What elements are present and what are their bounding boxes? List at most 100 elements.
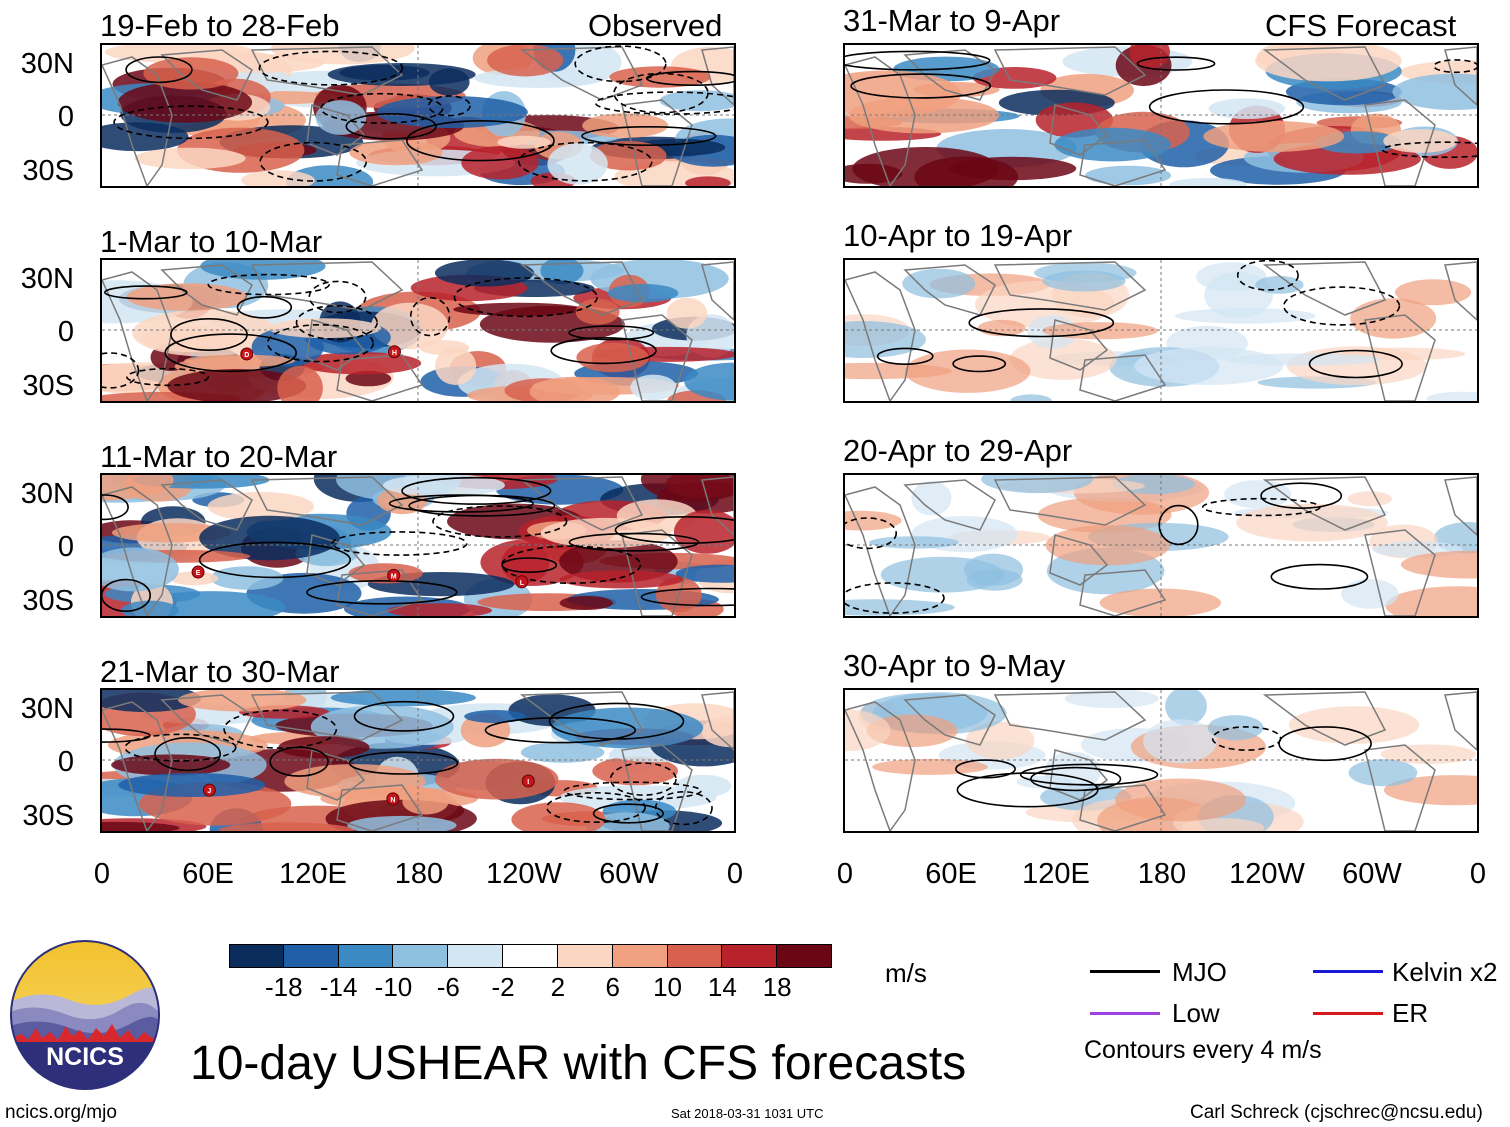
shear-anomaly-patch bbox=[117, 81, 253, 123]
mjo-contour bbox=[548, 702, 685, 740]
colorbar-swatch bbox=[338, 944, 394, 968]
shear-anomaly-patch bbox=[210, 566, 284, 590]
colorbar-swatch bbox=[722, 944, 778, 968]
mjo-contour bbox=[102, 494, 129, 521]
shear-anomaly-patch bbox=[684, 362, 734, 401]
coastline bbox=[336, 784, 424, 831]
mjo-contour bbox=[1278, 726, 1372, 762]
mjo-contour bbox=[563, 781, 702, 801]
mjo-contour bbox=[1019, 763, 1159, 786]
colorbar-swatch bbox=[283, 944, 339, 968]
shear-anomaly-patch bbox=[241, 170, 315, 186]
coastline bbox=[1079, 569, 1167, 616]
shear-anomaly-patch bbox=[268, 318, 382, 339]
ncics-logo: NCICS bbox=[10, 940, 160, 1090]
shear-anomaly-patch bbox=[284, 764, 426, 799]
mjo-contour bbox=[453, 277, 598, 318]
shear-anomaly-patch bbox=[102, 475, 174, 501]
lon-label-120e: 120E bbox=[1022, 858, 1090, 890]
mjo-contour bbox=[1136, 56, 1216, 71]
map-panel-forecast-4 bbox=[843, 688, 1479, 833]
mjo-contour bbox=[501, 557, 558, 573]
coastline bbox=[1262, 261, 1387, 316]
shear-anomaly-patch bbox=[453, 302, 584, 316]
coastline bbox=[1444, 691, 1477, 752]
shear-anomaly-patch bbox=[1085, 165, 1172, 186]
shear-anomaly-patch bbox=[559, 785, 717, 811]
shear-anomaly-patch bbox=[1134, 347, 1284, 385]
mjo-contour bbox=[574, 45, 667, 83]
shear-anomaly-patch bbox=[1045, 525, 1170, 566]
colorbar-tick-label: 2 bbox=[550, 972, 566, 1002]
colorbar-tick-label: 14 bbox=[707, 972, 737, 1002]
shear-anomaly-patch bbox=[872, 758, 988, 775]
shear-anomaly-patch bbox=[330, 690, 476, 707]
coastline bbox=[1262, 46, 1387, 101]
map-canvas bbox=[845, 45, 1477, 186]
mjo-contour bbox=[1260, 482, 1343, 510]
shear-anomaly-patch bbox=[348, 563, 423, 584]
map-canvas bbox=[102, 45, 734, 186]
coastline bbox=[903, 479, 996, 531]
mjo-contour bbox=[1201, 497, 1321, 517]
map-panel-forecast-1 bbox=[843, 43, 1479, 188]
map-panel-observed-1 bbox=[100, 43, 736, 188]
footer-author: Carl Schreck (cjschrec@ncsu.edu) bbox=[1190, 1102, 1483, 1123]
storm-marker: I bbox=[521, 774, 535, 788]
shear-anomaly-patch bbox=[347, 815, 457, 831]
mjo-contour bbox=[207, 273, 330, 296]
coastline bbox=[250, 476, 404, 526]
shear-anomaly-patch bbox=[278, 736, 370, 759]
coastline bbox=[1262, 476, 1387, 531]
shear-anomaly-patch bbox=[315, 100, 367, 135]
map-panel-observed-3: E M L bbox=[100, 473, 736, 618]
mjo-contour bbox=[236, 295, 293, 319]
shear-anomaly-patch bbox=[349, 139, 443, 166]
shear-anomaly-patch bbox=[382, 475, 505, 497]
shear-anomaly-patch bbox=[1165, 690, 1207, 726]
colorbar-tick-label: 6 bbox=[605, 972, 620, 1002]
shear-anomaly-patch bbox=[1169, 177, 1247, 186]
shear-anomaly-patch bbox=[685, 176, 731, 186]
mjo-contour bbox=[223, 709, 338, 749]
mjo-contour bbox=[432, 505, 568, 538]
shear-anomaly-patch bbox=[1208, 98, 1285, 119]
mjo-contour bbox=[1433, 59, 1477, 74]
mjo-contour bbox=[306, 580, 458, 605]
colorbar-tick-label: -2 bbox=[491, 972, 515, 1002]
mjo-contour bbox=[124, 733, 237, 762]
coastline bbox=[621, 744, 693, 831]
colorbar-tick-label: -10 bbox=[374, 972, 413, 1002]
coastline bbox=[160, 694, 253, 746]
map-panel-forecast-2 bbox=[843, 258, 1479, 403]
shear-anomaly-patch bbox=[1182, 818, 1265, 831]
coastline bbox=[1262, 691, 1387, 746]
mjo-contour bbox=[409, 296, 451, 337]
shear-anomaly-patch bbox=[1174, 308, 1316, 324]
shear-anomaly-patch bbox=[1395, 279, 1472, 306]
shear-anomaly-patch bbox=[589, 141, 667, 171]
mjo-contour bbox=[125, 56, 193, 84]
footer-site: ncics.org/mjo bbox=[5, 1102, 117, 1123]
shear-anomaly-patch bbox=[501, 542, 550, 584]
shear-anomaly-patch bbox=[376, 96, 528, 129]
shear-anomaly-patch bbox=[487, 45, 564, 77]
shear-anomaly-patch bbox=[1064, 690, 1159, 709]
shear-anomaly-patch bbox=[461, 146, 539, 180]
mjo-contour bbox=[845, 50, 991, 71]
shear-anomaly-patch bbox=[630, 374, 677, 401]
coastline bbox=[903, 49, 996, 101]
shear-anomaly-patch bbox=[300, 352, 422, 375]
storm-marker: E bbox=[191, 565, 205, 579]
shear-anomaly-patch bbox=[1341, 579, 1399, 609]
panel-title-fc-3: 20-Apr to 29-Apr bbox=[843, 433, 1073, 468]
shear-anomaly-patch bbox=[1347, 491, 1393, 507]
lon-label-120e: 120E bbox=[279, 858, 347, 890]
shear-anomaly-patch bbox=[1392, 73, 1477, 110]
coastline bbox=[160, 49, 253, 101]
lat-label-30s: 30S bbox=[22, 155, 74, 187]
legend-label-mjo: MJO bbox=[1172, 957, 1227, 987]
shear-anomaly-patch bbox=[184, 354, 295, 367]
lat-label-0: 0 bbox=[57, 746, 74, 778]
mjo-contour bbox=[331, 531, 468, 556]
